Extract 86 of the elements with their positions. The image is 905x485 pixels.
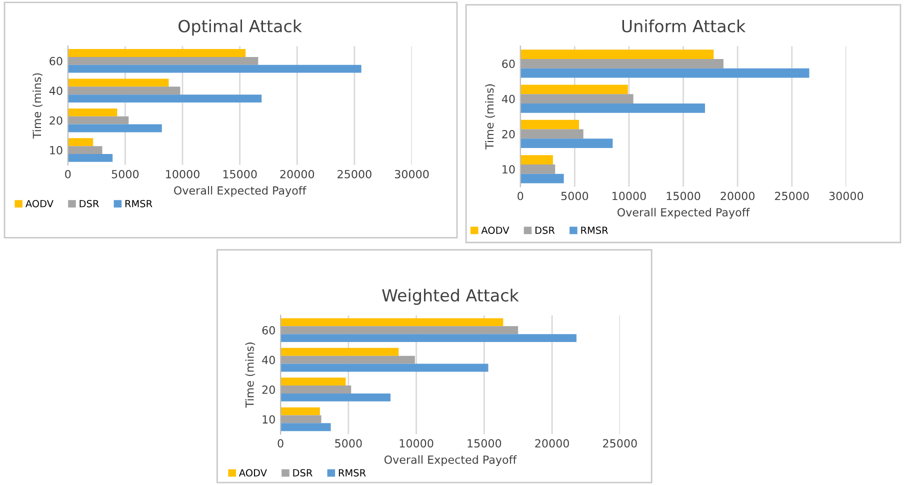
bar [520,164,556,174]
bar [520,84,628,94]
y-axis-title: Time (mins) [245,342,256,408]
bar [68,86,180,95]
x-tick-label: 5000 [112,170,139,178]
y-tick-label: 20 [502,130,515,138]
x-tick-label: 0 [518,192,524,200]
bar [68,64,362,73]
bar [68,116,129,124]
x-axis-title: Overall Expected Payoff [617,208,750,219]
bar [520,129,584,139]
legend-label: AODV [481,226,510,234]
bar [68,56,258,65]
x-tick-label: 25000 [338,170,372,178]
y-tick-label: 60 [262,326,275,334]
y-tick-label: 40 [502,94,515,104]
x-tick-label: 20000 [280,170,314,178]
x-tick-label: 10000 [612,192,646,200]
y-tick-label: 10 [262,415,275,424]
legend-label: DSR [80,200,99,208]
bar [68,94,262,103]
y-tick-label: 60 [502,60,515,68]
bar [280,407,320,416]
bar [68,146,102,154]
bar [520,104,705,113]
x-tick-label: 0 [278,439,284,448]
x-tick-label: 25000 [603,439,637,448]
bar [520,68,810,78]
y-axis-title: Time (mins) [485,84,495,150]
bar [280,364,488,372]
bar [280,423,331,432]
bar [520,94,634,104]
bar [280,318,504,326]
x-tick-label: 30000 [829,192,864,200]
y-tick-label: 20 [50,116,62,125]
y-tick-label: 10 [50,146,62,154]
bar [280,386,352,394]
legend-label: DSR [293,469,312,476]
bar [280,356,415,364]
x-tick-label: 25000 [775,192,809,200]
y-tick-label: 40 [262,356,275,364]
x-tick-label: 15000 [468,439,502,448]
bar [280,326,518,334]
chart-title: Weighted Attack [382,288,519,305]
legend-label: RMSR [581,226,608,234]
bar [68,124,162,132]
legend-label: RMSR [338,469,366,476]
y-tick-label: 60 [50,56,62,66]
bar [280,334,576,342]
x-axis-title: Overall Expected Payoff [174,186,306,197]
bar [520,120,580,130]
bar [280,393,391,402]
bar [520,50,714,59]
x-tick-label: 5000 [335,439,362,448]
bar [520,138,613,148]
bar [68,138,94,146]
bar [68,49,246,57]
y-tick-label: 20 [262,385,275,394]
x-tick-label: 20000 [535,439,569,448]
bar [280,378,346,386]
legend-label: AODV [238,469,267,476]
bar [68,78,169,87]
y-tick-label: 40 [49,86,62,96]
x-tick-label: 5000 [561,192,588,200]
x-tick-label: 10000 [166,170,200,178]
bar [68,154,113,162]
x-tick-label: 20000 [720,192,755,200]
legend-label: RMSR [125,200,152,208]
x-tick-label: 30000 [394,170,429,178]
legend-label: AODV [25,200,54,208]
bar [520,58,724,68]
x-tick-label: 15000 [666,192,700,200]
y-tick-label: 10 [502,165,515,174]
bar [280,415,322,424]
x-axis-title: Overall Expected Payoff [384,455,517,466]
x-tick-label: 10000 [400,439,434,448]
bar [68,108,118,116]
x-tick-label: 0 [65,170,71,178]
bar [520,155,553,164]
chart-title: Uniform Attack [622,20,746,32]
y-axis-title: Time (mins) [32,73,42,139]
bar [520,174,564,184]
x-tick-label: 15000 [223,170,257,178]
chart-title: Optimal Attack [178,20,302,36]
bar [280,348,399,356]
legend-label: DSR [536,226,555,234]
